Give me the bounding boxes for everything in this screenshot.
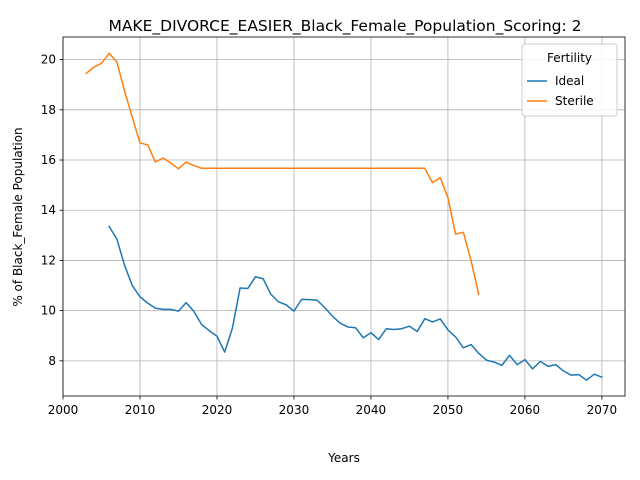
y-axis-label: % of Black_Female Population [11,127,25,306]
x-tick-label: 2070 [587,403,618,417]
legend-title: Fertility [547,51,592,65]
y-tick-label: 18 [41,103,56,117]
legend-label-sterile: Sterile [555,94,594,108]
y-tick-label: 20 [41,53,56,67]
y-tick-label: 12 [41,253,56,267]
x-tick-label: 2010 [125,403,156,417]
y-tick-label: 10 [41,304,56,318]
chart-title: MAKE_DIVORCE_EASIER_Black_Female_Populat… [108,17,581,36]
y-tick-label: 14 [41,203,56,217]
x-tick-label: 2030 [279,403,310,417]
x-tick-label: 2020 [202,403,233,417]
legend-box [521,43,618,117]
series-group [85,52,603,381]
series-line-ideal [108,225,603,381]
ticks: 2000 2010 2020 2030 2040 2050 2060 2070 8 10 12 14 1… [41,53,617,417]
legend-entries: Ideal Sterile [527,74,594,108]
plot-frame [62,36,626,397]
x-tick-label: 2050 [433,403,464,417]
legend-label-ideal: Ideal [555,74,584,88]
x-tick-label: 2060 [510,403,541,417]
legend: Fertility Ideal Sterile [521,43,618,117]
y-tick-label: 8 [48,354,56,368]
y-tick-label: 16 [41,153,56,167]
series-line-sterile [85,52,480,296]
x-axis-label: Years [327,451,360,465]
x-tick-label: 2040 [356,403,387,417]
x-tick-label: 2000 [48,403,79,417]
